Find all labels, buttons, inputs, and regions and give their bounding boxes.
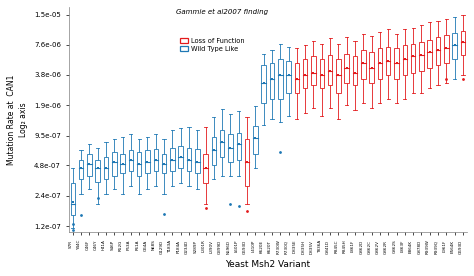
Bar — [203, 154, 208, 183]
Bar — [361, 49, 365, 79]
Bar — [311, 57, 316, 85]
Bar — [461, 31, 465, 55]
Bar — [411, 44, 415, 73]
Bar — [369, 52, 374, 83]
Bar — [428, 40, 432, 68]
Bar — [419, 43, 424, 71]
Bar — [187, 148, 191, 171]
Bar — [402, 45, 407, 75]
X-axis label: Yeast Msh2 Variant: Yeast Msh2 Variant — [225, 260, 310, 269]
Bar — [79, 160, 83, 179]
Bar — [278, 59, 283, 99]
Bar — [145, 150, 150, 174]
Bar — [104, 157, 108, 179]
Legend: Loss of Function, Wild Type Like: Loss of Function, Wild Type Like — [180, 37, 245, 52]
Bar — [87, 154, 91, 176]
Bar — [228, 134, 233, 162]
Bar — [120, 154, 125, 174]
Bar — [319, 59, 324, 88]
Bar — [345, 54, 349, 83]
Bar — [211, 137, 216, 166]
Bar — [295, 63, 299, 93]
Bar — [328, 55, 332, 85]
Bar — [262, 65, 266, 103]
Bar — [128, 150, 133, 171]
Bar — [378, 48, 382, 79]
Bar — [353, 57, 357, 85]
Bar — [444, 35, 448, 63]
Bar — [95, 160, 100, 182]
Bar — [452, 33, 457, 59]
Bar — [286, 61, 291, 93]
Bar — [386, 47, 391, 75]
Bar — [178, 146, 183, 168]
Bar — [436, 37, 440, 65]
Bar — [112, 152, 117, 176]
Bar — [253, 126, 258, 154]
Bar — [137, 152, 141, 176]
Bar — [245, 139, 249, 186]
Bar — [220, 130, 225, 157]
Bar — [394, 48, 399, 79]
Bar — [270, 63, 274, 99]
Bar — [162, 154, 166, 174]
Bar — [336, 59, 341, 93]
Bar — [237, 132, 241, 160]
Text: Gammie et al2007 finding: Gammie et al2007 finding — [176, 9, 268, 15]
Bar — [195, 149, 200, 174]
Bar — [71, 183, 75, 215]
Bar — [303, 59, 308, 88]
Bar — [170, 148, 175, 171]
Bar — [154, 149, 158, 171]
Y-axis label: Mutation Rate at  CAN1
Log₂ axis: Mutation Rate at CAN1 Log₂ axis — [7, 74, 28, 165]
